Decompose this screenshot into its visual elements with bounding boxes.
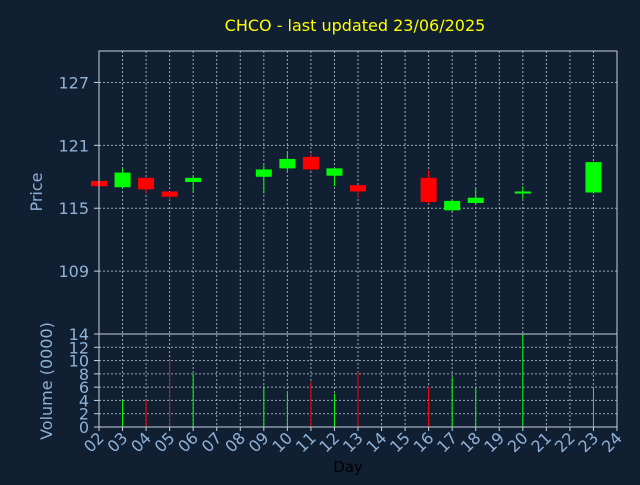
volume-tick-label: 14: [69, 325, 89, 344]
candle-body: [185, 177, 202, 183]
candle-body: [420, 177, 437, 202]
volume-axis-label: Volume (0000): [37, 322, 56, 440]
chart-title: CHCO - last updated 23/06/2025: [225, 16, 486, 35]
candle-body: [326, 168, 343, 176]
candle-body: [138, 177, 155, 190]
x-axis-label: Day: [333, 458, 363, 476]
volume-tick-label: 12: [69, 338, 89, 357]
volume-tick-label: 0: [79, 418, 89, 437]
candle-body: [467, 197, 484, 203]
candle-body: [585, 162, 602, 193]
volume-panel-frame: [98, 333, 618, 428]
candle-body: [255, 169, 272, 177]
volume-tick-label: 2: [79, 405, 89, 424]
day-tick-label: 24: [598, 428, 626, 456]
price-axis-label: Price: [27, 172, 46, 211]
price-tick-label: 115: [58, 199, 89, 218]
candle-body: [514, 191, 531, 194]
price-tick-label: 127: [58, 73, 89, 92]
volume-tick-label: 4: [79, 391, 89, 410]
volume-tick-label: 8: [79, 365, 89, 384]
candle-body: [302, 156, 319, 170]
candle-body: [444, 200, 461, 211]
candle-body: [350, 185, 366, 192]
volume-tick-label: 6: [79, 378, 89, 397]
candle-body: [161, 191, 178, 197]
price-tick-label: 121: [58, 136, 89, 155]
candle-body: [114, 172, 131, 188]
candle-body: [279, 158, 296, 169]
price-tick-label: 109: [58, 262, 89, 281]
volume-tick-label: 10: [69, 352, 89, 371]
